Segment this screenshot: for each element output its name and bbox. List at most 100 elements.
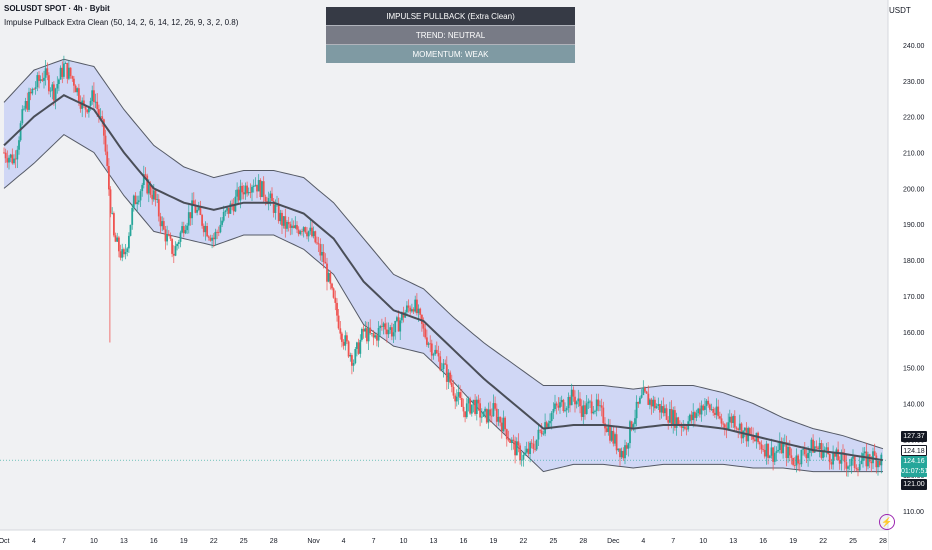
candle-body [870, 461, 873, 464]
status-panel-trend: TREND: NEUTRAL [326, 25, 575, 44]
candle-body [479, 403, 481, 418]
candle-body [139, 191, 142, 201]
candle-body [38, 75, 40, 81]
candle-body [126, 248, 129, 252]
price-tick-label: 160.00 [903, 330, 925, 337]
candle-body [738, 423, 741, 430]
candle-body [13, 158, 15, 164]
candle-body [664, 408, 666, 414]
candle-body [197, 207, 200, 210]
indicator-legend[interactable]: Impulse Pullback Extra Clean (50, 14, 2,… [4, 18, 239, 27]
candle-body [557, 405, 560, 408]
candle-body [795, 455, 798, 466]
candle-body [817, 447, 819, 450]
candle-body [730, 416, 733, 424]
lightning-icon[interactable]: ⚡ [879, 514, 895, 530]
candle-body [224, 210, 227, 213]
candle-body [542, 433, 545, 435]
candle-body [187, 212, 190, 226]
candle-body [282, 216, 285, 226]
candle-body [800, 449, 803, 465]
candle-body [855, 468, 858, 470]
candle-body [394, 321, 397, 333]
candle-body [251, 186, 253, 193]
candle-body [374, 335, 377, 338]
candle-body [584, 405, 586, 414]
candle-body [357, 342, 360, 354]
candle-body [164, 229, 167, 242]
candle-body [384, 323, 387, 330]
candle-body [54, 88, 57, 101]
candle-body [108, 166, 110, 190]
candle-body [36, 75, 39, 88]
candle-body [517, 441, 520, 446]
candle-body [765, 443, 768, 457]
candle-body [99, 116, 102, 118]
symbol-title[interactable]: SOLUSDT SPOT · 4h · Bybit [4, 4, 110, 13]
candle-body [719, 416, 721, 419]
candle-body [91, 90, 94, 102]
candle-body [267, 198, 270, 205]
candle-body [649, 399, 651, 405]
candle-body [594, 410, 596, 412]
candle-body [28, 91, 30, 110]
price-tick-label: 200.00 [903, 186, 925, 193]
candle-body [361, 329, 363, 340]
candle-body [480, 416, 483, 418]
candle-body [316, 242, 318, 244]
candle-body [845, 462, 848, 469]
candle-body [381, 326, 383, 327]
time-tick-label: 10 [699, 538, 707, 545]
candle-body [465, 403, 468, 418]
candle-body [397, 317, 400, 332]
candle-body [277, 203, 280, 222]
candle-body [722, 423, 725, 425]
candle-body [207, 236, 210, 238]
candle-body [111, 213, 114, 214]
candle-body [134, 195, 137, 205]
candle-body [470, 404, 473, 414]
candle-body [169, 235, 172, 239]
candle-body [610, 430, 613, 441]
candle-body [580, 406, 583, 417]
candle-body [717, 406, 720, 417]
candle-body [823, 449, 826, 451]
candle-body [106, 151, 109, 166]
time-tick-label: 16 [150, 538, 158, 545]
candle-body [644, 387, 646, 392]
candle-body [822, 450, 824, 458]
candle-body [454, 395, 457, 402]
candle-body [788, 447, 791, 456]
candle-body [322, 252, 325, 262]
upper-band-line [3, 58, 884, 450]
time-tick-label: 13 [120, 538, 128, 545]
candle-body [29, 91, 32, 94]
candle-body [354, 349, 357, 364]
candle-body [875, 455, 878, 468]
candle-body [88, 105, 90, 113]
candle-body [259, 180, 262, 197]
candle-body [662, 406, 665, 414]
time-tick-label: 7 [671, 538, 675, 545]
candle-body [407, 305, 410, 308]
candle-body [728, 416, 731, 423]
candle-body [772, 447, 774, 462]
candle-body [677, 417, 680, 425]
candle-body [172, 253, 175, 256]
candle-body [694, 412, 696, 418]
candle-body [237, 189, 240, 201]
candle-body [211, 237, 213, 241]
candle-body [768, 455, 771, 458]
candle-body [639, 397, 641, 404]
candle-body [6, 158, 9, 163]
candle-body [19, 123, 22, 141]
currency-label[interactable]: USDT [889, 6, 911, 15]
candle-body [242, 192, 245, 195]
time-tick-label: 25 [550, 538, 558, 545]
time-tick-label: Dec [607, 538, 620, 545]
candle-body [504, 417, 506, 430]
candle-body [147, 184, 150, 194]
candle-body [440, 369, 443, 371]
candle-body [790, 455, 793, 458]
